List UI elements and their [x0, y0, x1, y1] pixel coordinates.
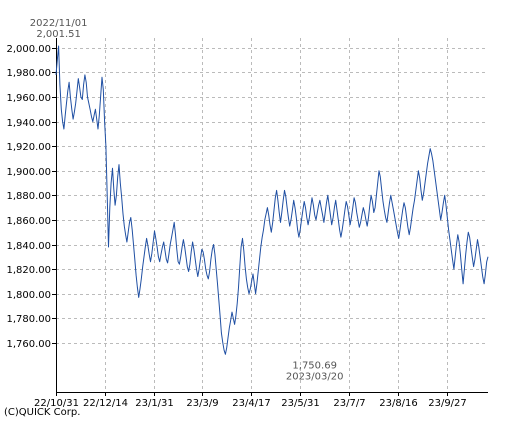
x-tick-label: 23/9/27 — [428, 398, 467, 409]
y-tick-label: 1,980.00 — [6, 68, 51, 79]
x-tick-label: 22/12/14 — [83, 398, 128, 409]
y-tick-label: 1,780.00 — [6, 314, 51, 325]
x-tick-label: 23/1/31 — [135, 398, 174, 409]
y-tick-label: 1,860.00 — [6, 216, 51, 227]
y-tick-label: 1,920.00 — [6, 142, 51, 153]
copyright-text: (C)QUICK Corp. — [4, 407, 81, 418]
x-tick-label: 22/10/31 — [34, 398, 79, 409]
y-tick-label: 1,940.00 — [6, 118, 51, 129]
annotation-line2: 2023/03/20 — [286, 371, 344, 382]
y-tick-label: 2,000.00 — [6, 44, 51, 55]
gridlines — [56, 38, 488, 392]
annotation-line1: 2022/11/01 — [30, 18, 88, 29]
y-tick-label: 1,840.00 — [6, 241, 51, 252]
x-tick-label: 23/4/17 — [232, 398, 271, 409]
x-tick-label: 23/7/7 — [333, 398, 365, 409]
x-tick-label: 23/3/9 — [186, 398, 218, 409]
y-tick-label: 1,960.00 — [6, 93, 51, 104]
x-tick-label: 23/5/31 — [281, 398, 320, 409]
annotation-line1: 1,750.69 — [292, 360, 337, 371]
x-tick-label: 23/8/16 — [379, 398, 418, 409]
y-axis-labels: 2,000.00 1,980.00 1,960.00 1,940.00 1,920.00… — [6, 44, 56, 350]
price-line — [55, 45, 489, 355]
y-tick-label: 1,820.00 — [6, 265, 51, 276]
y-tick-label: 1,900.00 — [6, 167, 51, 178]
annotation-line2: 2,001.51 — [36, 29, 81, 40]
y-tick-label: 1,800.00 — [6, 290, 51, 301]
x-axis-labels: 22/10/31 22/12/14 23/1/31 23/3/9 23/4/17 23/5… — [34, 398, 467, 409]
y-tick-label: 1,760.00 — [6, 339, 51, 350]
y-tick-label: 1,880.00 — [6, 191, 51, 202]
